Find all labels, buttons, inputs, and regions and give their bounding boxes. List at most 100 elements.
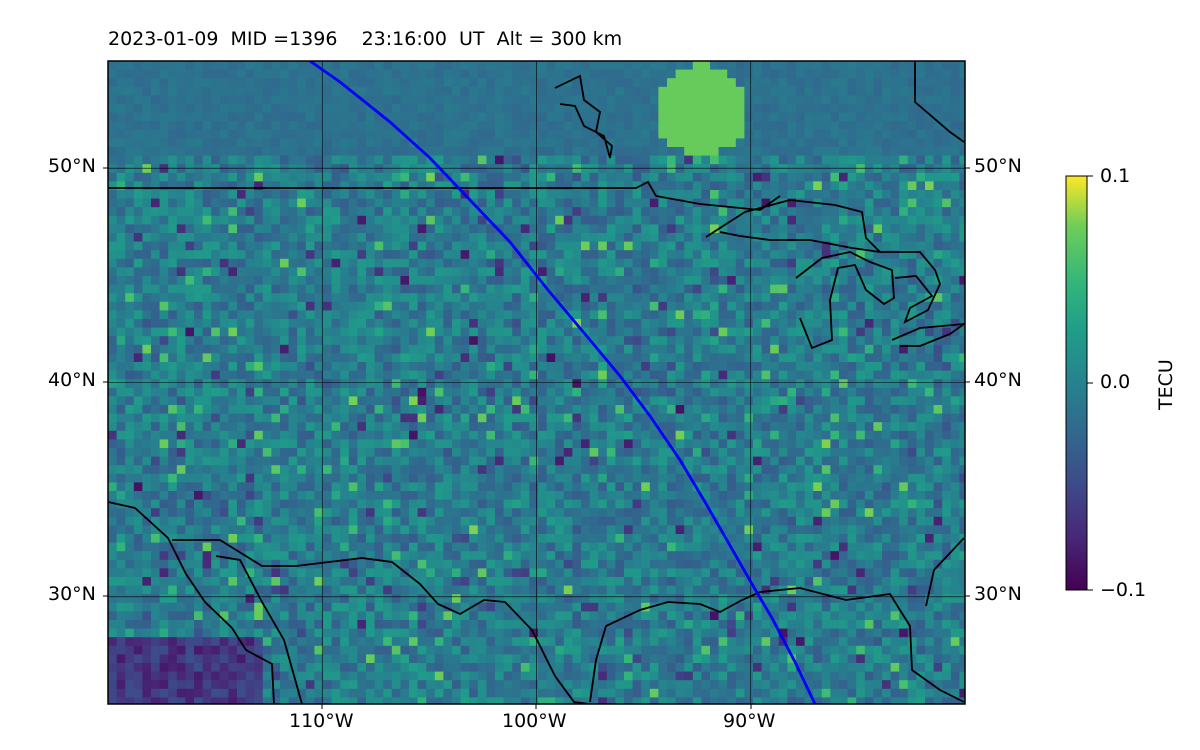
tec-cell bbox=[495, 465, 504, 475]
tec-cell bbox=[254, 405, 264, 414]
tec-cell bbox=[314, 121, 324, 131]
tec-cell bbox=[778, 121, 788, 131]
tec-cell bbox=[658, 233, 668, 242]
tec-cell bbox=[598, 370, 608, 380]
tec-cell bbox=[856, 439, 866, 449]
tec-cell bbox=[546, 61, 556, 70]
tec-cell bbox=[228, 181, 238, 191]
tec-cell bbox=[237, 155, 246, 165]
tec-cell bbox=[469, 370, 479, 380]
tec-cell bbox=[374, 327, 384, 337]
tec-cell bbox=[804, 215, 814, 225]
tec-cell bbox=[348, 473, 358, 483]
tec-cell bbox=[237, 78, 246, 88]
tec-cell bbox=[271, 61, 281, 70]
tec-cell bbox=[667, 293, 676, 303]
tec-cell bbox=[933, 387, 943, 397]
tec-cell bbox=[538, 319, 547, 328]
tec-cell bbox=[813, 95, 823, 105]
tec-cell bbox=[890, 301, 900, 311]
tec-cell bbox=[761, 473, 771, 483]
tec-cell bbox=[426, 241, 436, 251]
tec-cell bbox=[314, 430, 324, 440]
tec-cell bbox=[151, 190, 160, 199]
tec-cell bbox=[796, 129, 805, 139]
tec-cell bbox=[159, 233, 169, 242]
tec-cell bbox=[202, 430, 212, 440]
tec-cell bbox=[529, 112, 539, 122]
tec-cell bbox=[280, 387, 289, 397]
tec-cell bbox=[649, 327, 659, 337]
tec-cell bbox=[873, 439, 883, 449]
tec-cell bbox=[116, 258, 126, 268]
tec-cell bbox=[933, 172, 943, 182]
tec-cell bbox=[314, 465, 324, 475]
tec-cell bbox=[168, 190, 178, 199]
tec-cell bbox=[125, 86, 135, 96]
tec-cell bbox=[778, 465, 788, 475]
tec-cell bbox=[563, 155, 573, 165]
tec-cell bbox=[830, 387, 840, 397]
tec-cell bbox=[288, 344, 298, 354]
tec-cell bbox=[581, 310, 590, 320]
tec-cell bbox=[486, 267, 496, 277]
tec-cell bbox=[185, 301, 195, 311]
tec-cell bbox=[787, 69, 797, 79]
tec-cell bbox=[133, 241, 143, 251]
tec-cell bbox=[563, 448, 573, 457]
tec-cell bbox=[125, 293, 135, 303]
tec-cell bbox=[314, 284, 324, 294]
tec-cell bbox=[899, 181, 909, 191]
tec-cell bbox=[383, 181, 393, 191]
tec-cell bbox=[254, 362, 264, 371]
tec-cell bbox=[288, 362, 298, 371]
tec-cell bbox=[486, 379, 496, 389]
tec-cell bbox=[581, 465, 590, 475]
tec-cell bbox=[176, 284, 186, 294]
tec-cell bbox=[495, 448, 504, 457]
tec-cell bbox=[538, 276, 547, 285]
tec-cell bbox=[572, 78, 582, 88]
tec-cell bbox=[796, 112, 805, 122]
tec-cell bbox=[546, 336, 556, 346]
tec-cell bbox=[211, 155, 221, 165]
tec-cell bbox=[469, 224, 479, 234]
tec-cell bbox=[787, 387, 797, 397]
tec-cell bbox=[598, 482, 608, 492]
tec-cell bbox=[589, 430, 599, 440]
tec-cell bbox=[615, 95, 625, 105]
tec-cell bbox=[821, 293, 831, 303]
tec-cell bbox=[778, 155, 788, 165]
tec-cell bbox=[821, 473, 831, 483]
tec-cell bbox=[830, 224, 840, 234]
tec-cell bbox=[950, 172, 960, 182]
tec-cell bbox=[108, 129, 117, 139]
tec-cell bbox=[821, 448, 831, 457]
tec-cell bbox=[288, 379, 298, 389]
tec-cell bbox=[684, 198, 694, 208]
tec-cell bbox=[813, 379, 823, 389]
tec-cell bbox=[847, 198, 857, 208]
tec-cell bbox=[520, 224, 530, 234]
tec-cell bbox=[684, 129, 694, 139]
tec-cell bbox=[357, 327, 367, 337]
tec-cell bbox=[391, 172, 401, 182]
tec-cell bbox=[864, 69, 874, 79]
tec-cell bbox=[280, 112, 289, 122]
tec-cell bbox=[839, 224, 848, 234]
tec-cell bbox=[443, 353, 453, 363]
tec-cell bbox=[185, 198, 195, 208]
tec-cell bbox=[606, 293, 616, 303]
tec-cell bbox=[606, 413, 616, 423]
tec-cell bbox=[168, 147, 178, 156]
tec-cell bbox=[701, 456, 711, 466]
tec-cell bbox=[641, 69, 651, 79]
tec-cell bbox=[331, 104, 341, 113]
tec-cell bbox=[443, 155, 453, 165]
tec-cell bbox=[864, 198, 874, 208]
tec-cell bbox=[495, 422, 504, 432]
tec-cell bbox=[770, 456, 780, 466]
tec-cell bbox=[383, 138, 393, 148]
tec-cell bbox=[426, 344, 436, 354]
tec-cell bbox=[641, 422, 651, 432]
